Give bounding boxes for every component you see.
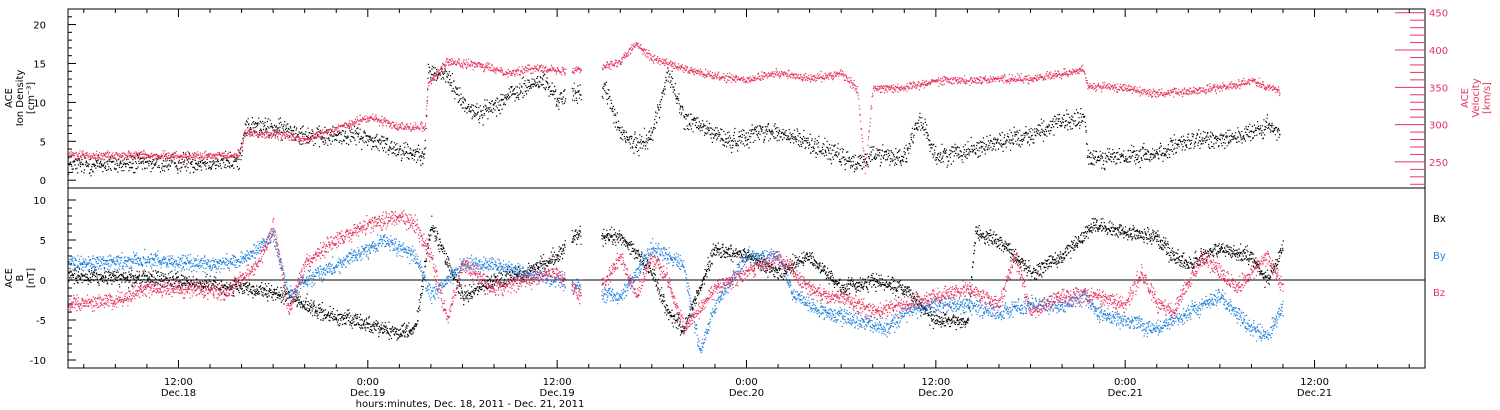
legend-by: By — [1433, 251, 1446, 262]
x-axis-title: hours:minutes, Dec. 18, 2011 - Dec. 21, … — [356, 399, 585, 410]
velocity-tick-label: 300 — [1429, 121, 1448, 132]
velocity-tick-label: 250 — [1429, 158, 1448, 169]
x-tick-date-label: Dec.21 — [1108, 388, 1143, 399]
density-tick-label: 0 — [40, 176, 46, 187]
x-tick-date-label: Dec.19 — [540, 388, 575, 399]
ion-density-series — [68, 63, 1281, 177]
density-tick-label: 15 — [33, 59, 46, 70]
density-tick-label: 5 — [40, 137, 46, 148]
x-tick-date-label: Dec.20 — [729, 388, 764, 399]
b-tick-label: 5 — [40, 236, 46, 247]
legend-bx: Bx — [1433, 214, 1446, 225]
b-tick-label: -10 — [30, 356, 46, 367]
velocity-tick-label: 400 — [1429, 46, 1448, 57]
panel-frames — [67, 8, 1426, 369]
velocity-tick-label: 450 — [1429, 9, 1448, 20]
bottom-panel-plot-area — [68, 210, 1425, 354]
axes-and-ticks — [68, 9, 1425, 368]
b-axis-title-line: B — [15, 274, 26, 281]
x-tick-date-label: Dec.19 — [350, 388, 385, 399]
b-axis-title: ACE B [nT] — [4, 268, 37, 288]
density-axis-title: ACE Ion Density [cm⁻³] — [4, 70, 37, 127]
density-tick-label: 10 — [33, 98, 46, 109]
b-tick-label: 10 — [33, 196, 46, 207]
x-tick-time-label: 0:00 — [357, 377, 379, 388]
x-tick-time-label: 0:00 — [1114, 377, 1136, 388]
bx-series — [68, 215, 1284, 341]
legend-bz: Bz — [1433, 288, 1445, 299]
velocity-axis-title: ACE Velocity [km/s] — [1460, 78, 1493, 117]
x-tick-date-label: Dec.18 — [161, 388, 196, 399]
bottom-panel-frame — [67, 187, 1426, 369]
x-tick-date-label: Dec.21 — [1297, 388, 1332, 399]
velocity-series — [68, 42, 1281, 174]
x-tick-time-label: 0:00 — [735, 377, 757, 388]
b-tick-label: -5 — [36, 316, 46, 327]
by-series — [68, 230, 1284, 354]
top-panel-frame — [67, 8, 1426, 189]
density-axis-title-line: Ion Density — [15, 70, 26, 127]
x-tick-date-label: Dec.20 — [918, 388, 953, 399]
b-axis-title-line: ACE — [4, 268, 15, 288]
density-axis-title-line: [cm⁻³] — [26, 82, 37, 114]
velocity-tick-label: 350 — [1429, 83, 1448, 94]
b-tick-label: 0 — [40, 276, 46, 287]
x-tick-time-label: 12:00 — [164, 377, 193, 388]
velocity-axis-title-line: [km/s] — [1482, 82, 1493, 114]
density-tick-label: 20 — [33, 21, 46, 32]
density-axis-title-line: ACE — [4, 88, 15, 108]
velocity-axis-title-line: ACE — [1460, 88, 1471, 108]
velocity-axis-title-line: Velocity — [1471, 78, 1482, 117]
x-tick-time-label: 12:00 — [1300, 377, 1329, 388]
b-axis-title-line: [nT] — [26, 268, 37, 288]
top-panel-plot-area — [68, 42, 1281, 177]
axis-labels: 05101520250300350400450-10-5051012:00Dec… — [4, 9, 1493, 399]
x-tick-time-label: 12:00 — [543, 377, 572, 388]
x-tick-time-label: 12:00 — [921, 377, 950, 388]
